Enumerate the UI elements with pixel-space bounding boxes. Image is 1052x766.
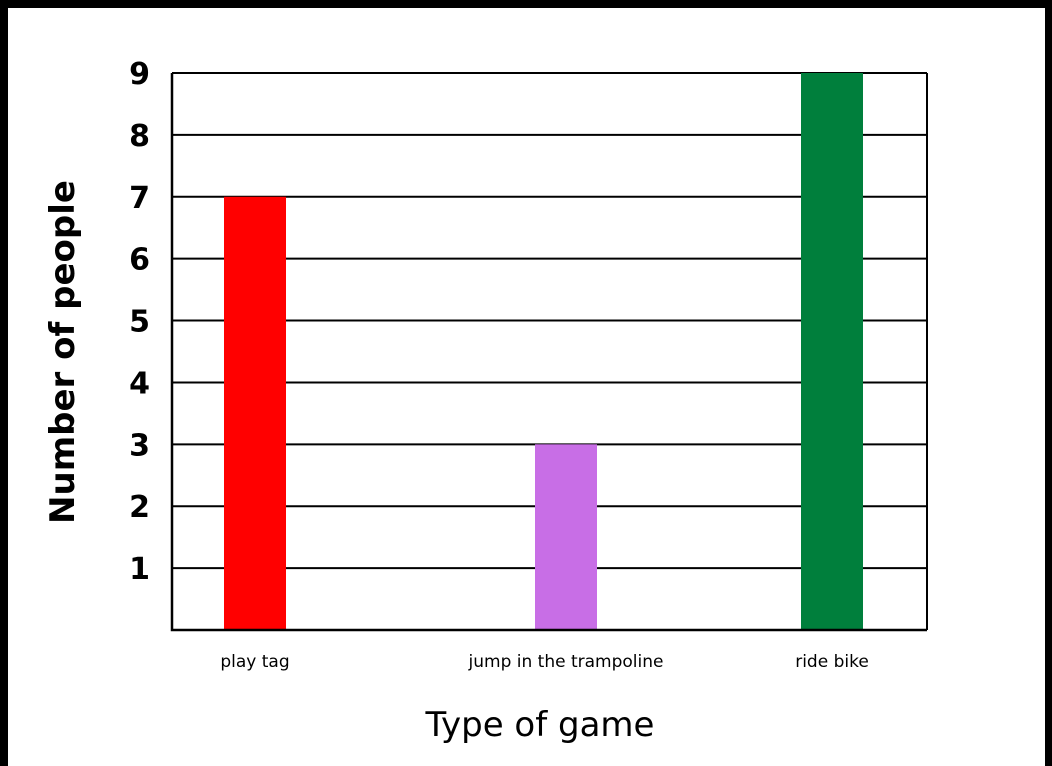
bar-layer	[224, 73, 863, 630]
x-category-label: jump in the trampoline	[468, 652, 664, 672]
y-tick-label: 5	[129, 305, 150, 340]
x-category-labels: play tag jump in the trampoline ride bike	[220, 652, 868, 672]
y-tick-label: 3	[129, 428, 150, 463]
y-tick-label: 1	[129, 552, 150, 587]
y-axis-title: Number of people	[43, 180, 83, 524]
y-tick-label: 8	[129, 119, 150, 154]
x-category-label: play tag	[220, 652, 289, 672]
y-tick-label: 7	[129, 181, 150, 216]
y-tick-labels: 1 2 3 4 5 6 7 8 9	[129, 57, 150, 587]
bar-1	[535, 444, 597, 630]
x-category-label: ride bike	[795, 652, 869, 672]
x-axis-title: Type of game	[425, 705, 655, 745]
bar-0	[224, 196, 286, 630]
y-tick-label: 9	[129, 57, 150, 92]
y-tick-label: 4	[129, 366, 150, 401]
y-tick-label: 6	[129, 243, 150, 278]
axis-layer	[170, 73, 928, 632]
bar-2	[801, 73, 863, 630]
y-tick-label: 2	[129, 490, 150, 525]
axis-lines	[170, 73, 927, 632]
